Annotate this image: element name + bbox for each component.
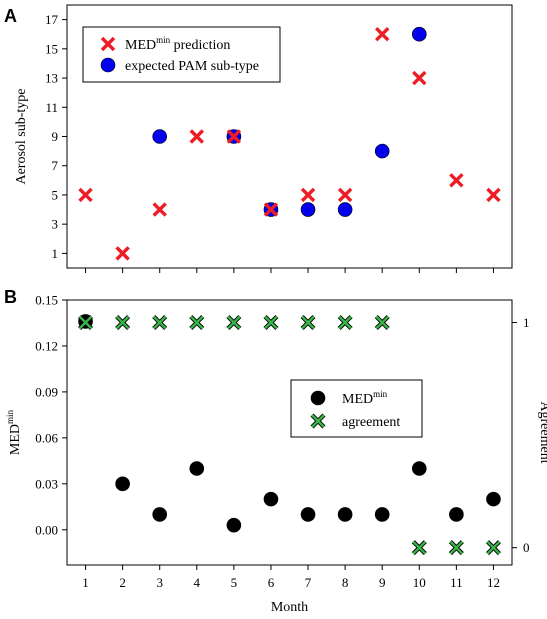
y2-tick-label-b: 1 xyxy=(523,315,530,330)
x-tick-label-b: 3 xyxy=(156,575,163,590)
legend-marker-med-prediction xyxy=(100,36,116,52)
y2-axis-title-b: Agreement xyxy=(537,401,547,463)
y-tick-label-a: 5 xyxy=(52,187,59,202)
agreement-point xyxy=(485,540,501,556)
med-min-point xyxy=(411,461,427,476)
med-min-point xyxy=(486,491,501,507)
agreement-point xyxy=(152,315,168,330)
y-tick-label-a: 13 xyxy=(45,71,58,86)
med-prediction-point xyxy=(78,187,93,203)
y-tick-label-a: 11 xyxy=(45,100,58,115)
agreement-point xyxy=(263,315,279,330)
legend-label-agreement: agreement xyxy=(342,415,400,430)
x-tick-label-b: 10 xyxy=(413,575,426,590)
y-tick-label-a: 1 xyxy=(52,246,59,261)
x-tick-label-b: 7 xyxy=(305,575,312,590)
agreement-point xyxy=(189,315,205,330)
med-min-point xyxy=(449,507,464,522)
agreement-point xyxy=(374,315,390,330)
plot-frame-b xyxy=(66,299,513,566)
legend-marker-agreement xyxy=(310,413,326,429)
x-tick-label-b: 12 xyxy=(487,575,500,590)
y-tick-label-b: 0.09 xyxy=(35,384,58,399)
pam-subtype-point xyxy=(337,202,353,217)
legend-b: MEDmin agreement xyxy=(290,379,423,438)
y2-tick-label-b: 0 xyxy=(523,540,530,555)
agreement-point xyxy=(411,540,427,556)
y-tick-label-a: 9 xyxy=(52,129,59,144)
med-min-point xyxy=(337,507,353,522)
agreement-point xyxy=(78,315,94,330)
y-tick-label-b: 0.00 xyxy=(35,522,58,537)
med-prediction-point xyxy=(189,129,204,144)
agreement-point xyxy=(115,315,131,330)
y-axis-title-b: MEDmin xyxy=(5,409,23,455)
pam-subtype-point xyxy=(374,143,390,159)
legend-a: MEDmin prediction expected PAM sub-type xyxy=(82,26,281,83)
legend-label-med-min: MEDmin xyxy=(342,389,388,407)
x-tick-label-b: 11 xyxy=(450,575,463,590)
y-tick-label-a: 15 xyxy=(45,41,58,56)
med-min-point xyxy=(226,517,242,533)
agreement-point xyxy=(448,540,464,556)
x-tick-label-b: 2 xyxy=(119,575,126,590)
agreement-point xyxy=(226,315,242,330)
panel-letter-a: A xyxy=(4,6,17,26)
med-prediction-point xyxy=(337,187,353,203)
x-tick-label-b: 8 xyxy=(342,575,349,590)
agreement-point xyxy=(337,315,353,330)
med-min-point xyxy=(115,476,130,492)
med-prediction-point xyxy=(263,202,279,217)
pam-subtype-point xyxy=(411,26,427,42)
y-tick-label-b: 0.06 xyxy=(35,430,58,445)
y-tick-label-b: 0.03 xyxy=(35,476,58,491)
med-prediction-point xyxy=(226,129,242,144)
med-min-point xyxy=(374,507,390,522)
y-tick-label-b: 0.15 xyxy=(35,293,58,308)
med-prediction-point xyxy=(375,27,390,42)
med-prediction-point xyxy=(300,187,316,203)
y-axis-title-a: Aerosol sub-type xyxy=(14,88,29,184)
agreement-point xyxy=(300,315,316,330)
x-axis-title-b: Month xyxy=(271,600,308,615)
legend-label-pam-subtype: expected PAM sub-type xyxy=(125,59,259,74)
legend-marker-med-min xyxy=(310,390,326,406)
med-prediction-point xyxy=(486,187,501,203)
x-tick-label-b: 6 xyxy=(268,575,275,590)
pam-subtype-point xyxy=(300,202,316,217)
y-tick-label-a: 17 xyxy=(45,12,59,27)
x-tick-label-b: 4 xyxy=(194,575,201,590)
panel-letter-b: B xyxy=(4,287,17,307)
med-min-point xyxy=(152,507,168,522)
legend-marker-pam-subtype xyxy=(100,57,116,73)
pam-subtype-point xyxy=(152,129,168,144)
med-min-point xyxy=(189,461,205,476)
y-tick-label-b: 0.12 xyxy=(35,338,58,353)
y-tick-label-a: 3 xyxy=(52,217,59,232)
x-tick-label-b: 5 xyxy=(231,575,238,590)
med-prediction-point xyxy=(152,202,167,217)
med-prediction-point xyxy=(115,246,130,261)
med-min-point xyxy=(263,491,279,507)
legend-label-med-prediction: MEDmin prediction xyxy=(125,35,230,53)
med-min-point xyxy=(300,507,316,522)
med-prediction-point xyxy=(412,70,427,86)
y-tick-label-a: 7 xyxy=(52,158,59,173)
x-tick-label-b: 9 xyxy=(379,575,386,590)
x-tick-label-b: 1 xyxy=(82,575,89,590)
med-prediction-point xyxy=(449,173,464,188)
